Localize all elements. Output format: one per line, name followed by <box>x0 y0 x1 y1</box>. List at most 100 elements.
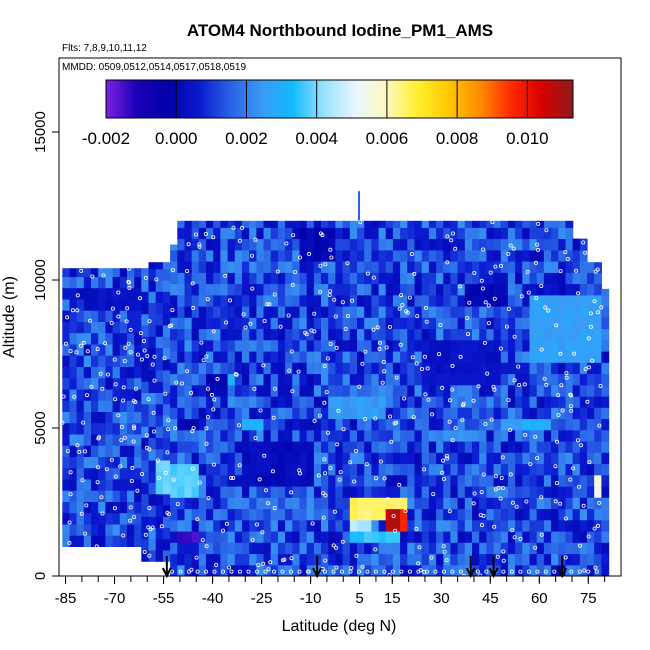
heatmap-cell <box>249 429 257 442</box>
heatmap-cell <box>277 474 286 487</box>
observation-point <box>211 329 216 334</box>
heatmap-cell <box>579 429 588 442</box>
heatmap-cell <box>127 501 135 514</box>
observation-point <box>493 474 498 479</box>
heatmap-cell <box>306 463 315 476</box>
heatmap-cell <box>98 366 106 379</box>
observation-point <box>223 273 228 278</box>
heatmap-cell <box>198 553 207 566</box>
heatmap-cell <box>119 490 128 502</box>
observation-point <box>586 336 591 341</box>
observation-point <box>544 228 549 233</box>
heatmap-cell <box>529 227 538 240</box>
heatmap-cell <box>601 396 610 408</box>
heatmap-cell <box>256 441 265 453</box>
heatmap-cell <box>184 407 193 420</box>
heatmap-cell <box>507 407 516 420</box>
heatmap-cell <box>421 553 430 566</box>
observation-point <box>483 300 488 305</box>
heatmap-cell <box>155 403 164 416</box>
heatmap-cell <box>62 366 71 379</box>
heatmap-cell <box>220 351 229 363</box>
heatmap-cell <box>76 523 85 536</box>
heatmap-cell <box>378 238 387 251</box>
heatmap-cell <box>134 433 142 446</box>
heatmap-cell <box>457 407 466 420</box>
observation-point <box>486 321 491 326</box>
heatmap-cell <box>472 452 480 465</box>
heatmap-cell <box>141 268 150 281</box>
observation-point <box>402 396 407 401</box>
heatmap-cell <box>436 441 444 453</box>
heatmap-cell <box>601 288 610 296</box>
heatmap-cell <box>529 564 538 576</box>
heatmap-cell <box>328 373 336 386</box>
heatmap-cell <box>364 407 372 420</box>
heatmap-cell <box>349 351 358 363</box>
heatmap-cell <box>378 463 387 476</box>
heatmap-cell <box>105 478 114 491</box>
heatmap-cell <box>579 396 588 408</box>
heatmap-cell <box>414 220 423 228</box>
heatmap-cell <box>594 272 602 285</box>
heatmap-cell <box>357 441 365 453</box>
heatmap-cell <box>357 497 365 510</box>
heatmap-cell <box>493 283 502 296</box>
heatmap-cell <box>155 291 164 303</box>
heatmap-cell <box>335 339 344 352</box>
heatmap-cell <box>601 564 610 576</box>
heatmap-cell <box>428 519 437 532</box>
heatmap-cell <box>392 531 401 543</box>
heatmap-cell <box>601 384 610 397</box>
heatmap-cell <box>464 519 473 532</box>
heatmap-cell <box>184 396 193 408</box>
heatmap-cell <box>184 463 193 476</box>
heatmap-cell <box>572 486 581 498</box>
heatmap-cell <box>177 384 186 397</box>
heatmap-cell <box>105 400 114 412</box>
heatmap-cell <box>349 238 358 251</box>
heatmap-cell <box>392 463 401 476</box>
heatmap-cell <box>321 542 329 555</box>
heatmap-cell <box>213 261 221 273</box>
heatmap-cell <box>105 276 114 289</box>
heatmap-cell <box>400 429 408 442</box>
heatmap-cell <box>328 362 336 375</box>
heatmap-cell <box>306 220 315 228</box>
observation-point <box>296 369 301 374</box>
heatmap-cell <box>385 508 394 521</box>
heatmap-cell <box>529 238 538 251</box>
heatmap-cell <box>321 227 329 240</box>
observation-point <box>336 408 341 413</box>
heatmap-cell <box>522 351 531 363</box>
heatmap-cell <box>227 351 236 363</box>
heatmap-cell <box>371 418 380 431</box>
observation-point <box>237 238 242 243</box>
observation-point <box>441 476 446 481</box>
x-tick-label: 5 <box>355 590 363 607</box>
heatmap-cell <box>601 294 610 307</box>
heatmap-cell <box>170 272 178 285</box>
heatmap-cell <box>443 384 452 397</box>
observation-point <box>328 341 333 346</box>
heatmap-cell <box>479 407 487 420</box>
heatmap-cell <box>536 519 545 532</box>
heatmap-cell <box>213 441 221 453</box>
observation-point <box>416 561 421 566</box>
heatmap-cell <box>91 411 99 424</box>
heatmap-cell <box>342 351 351 363</box>
heatmap-cell <box>536 317 545 330</box>
heatmap-cell <box>177 238 186 251</box>
heatmap-cell <box>91 501 99 514</box>
heatmap-cell <box>428 486 437 498</box>
heatmap-cell <box>277 238 286 251</box>
heatmap-cell <box>134 355 142 367</box>
heatmap-cell <box>558 441 567 453</box>
observation-point <box>509 569 514 574</box>
heatmap-cell <box>507 351 516 363</box>
heatmap-cell <box>565 429 574 442</box>
heatmap-cell <box>242 351 250 363</box>
heatmap-cell <box>306 227 315 240</box>
heatmap-cell <box>198 396 207 408</box>
heatmap-cell <box>407 306 416 318</box>
